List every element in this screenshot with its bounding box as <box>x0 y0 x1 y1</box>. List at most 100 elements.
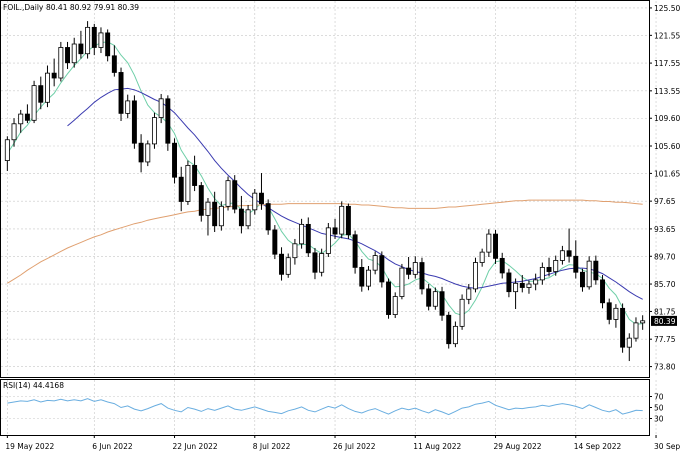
candle <box>105 29 111 62</box>
candle <box>238 195 244 234</box>
candle <box>399 263 405 300</box>
candle-body-up <box>392 296 398 315</box>
candle-body-up <box>145 143 151 163</box>
candle-body-down <box>65 47 71 64</box>
candle-body-down <box>439 291 445 316</box>
candle-body-up <box>399 267 405 297</box>
candle-body-down <box>118 72 124 114</box>
candle-body-up <box>325 227 331 254</box>
candle <box>493 229 499 264</box>
candle-body-up <box>125 100 131 114</box>
candle <box>272 225 278 260</box>
candle-body-down <box>131 100 137 144</box>
candle-body-down <box>332 227 338 235</box>
candle <box>325 222 331 257</box>
candle <box>232 175 238 214</box>
candlesticks <box>4 21 646 362</box>
candle <box>158 93 164 124</box>
candle <box>71 37 77 68</box>
candle <box>419 257 425 295</box>
grid-lines <box>1 1 657 435</box>
price-axis: 125.50 121.55 117.55 113.55 109.60 105.60 101.… <box>649 4 680 372</box>
candle <box>319 248 325 277</box>
candle <box>78 30 84 59</box>
candle-body-up <box>559 250 565 261</box>
candle <box>466 284 472 305</box>
candle-body-up <box>640 320 646 324</box>
y-tick-label: 121.55 <box>654 31 680 40</box>
candle <box>178 166 184 212</box>
candle <box>218 201 224 231</box>
candle-body-up <box>245 209 251 227</box>
candle-body-up <box>412 262 418 275</box>
candle-body-down <box>419 262 425 290</box>
candle <box>18 109 24 133</box>
candle-body-down <box>386 281 392 315</box>
candle-body-down <box>606 302 612 320</box>
y-tick-label: 105.60 <box>654 142 680 151</box>
candle <box>472 257 478 293</box>
candle <box>252 189 258 215</box>
candle-body-down <box>272 229 278 255</box>
candle <box>305 217 311 257</box>
x-tick-label: 11 Aug 2022 <box>413 442 461 451</box>
candle <box>559 245 565 265</box>
rsi-header: RSI(14) 44.4168 <box>3 381 64 390</box>
candle-body-down <box>192 165 198 186</box>
candle <box>506 268 512 298</box>
candle-body-down <box>446 314 452 345</box>
candle-body-down <box>352 234 358 268</box>
moving-averages <box>6 41 643 325</box>
candle <box>65 41 71 69</box>
candle <box>459 294 465 330</box>
candle-body-down <box>312 252 318 273</box>
candle <box>285 253 291 278</box>
candle <box>265 199 271 235</box>
candle-body-up <box>11 123 17 141</box>
candle <box>91 23 97 56</box>
candle-body-up <box>533 279 539 285</box>
candle <box>44 65 50 108</box>
candle <box>426 284 432 311</box>
last-price-marker: 80.39 <box>651 315 677 326</box>
candle <box>412 256 418 279</box>
candle-body-down <box>265 203 271 231</box>
candle <box>258 173 264 210</box>
candle <box>479 248 485 267</box>
candle <box>593 255 599 285</box>
candle-body-up <box>252 192 258 211</box>
candle <box>31 80 37 124</box>
candle <box>600 275 606 309</box>
candle-body-up <box>613 307 619 320</box>
candle-body-up <box>158 98 164 118</box>
candle <box>165 95 171 151</box>
candle <box>452 321 458 348</box>
candle <box>85 21 91 59</box>
candle <box>579 268 585 292</box>
candle-body-down <box>519 282 525 288</box>
y-tick-label: 85.70 <box>654 280 676 289</box>
candle-body-down <box>172 142 178 178</box>
rsi-tick-label: 30 <box>654 415 664 424</box>
x-tick-label: 8 Jul 2022 <box>253 442 291 451</box>
candle-body-down <box>506 272 512 293</box>
symbol-label: FOIL.,Daily <box>3 3 44 12</box>
candle <box>566 228 572 263</box>
rsi-tick-label: 70 <box>654 393 664 402</box>
candle-body-down <box>426 288 432 307</box>
candle-body-up <box>4 139 10 161</box>
candle-body-up <box>85 26 91 55</box>
candle <box>359 259 365 292</box>
time-axis: 19 May 2022 6 Jun 2022 22 Jun 2022 8 Jul 20… <box>5 435 680 451</box>
candle-body-up <box>365 269 371 287</box>
y-tick-label: 113.55 <box>654 87 680 96</box>
candle-body-down <box>579 271 585 288</box>
candle <box>586 256 592 290</box>
x-tick-label: 19 May 2022 <box>5 442 54 451</box>
candle-body-down <box>178 176 184 202</box>
candle-body-up <box>459 298 465 327</box>
candle-body-up <box>586 260 592 288</box>
candle-body-up <box>299 223 305 245</box>
